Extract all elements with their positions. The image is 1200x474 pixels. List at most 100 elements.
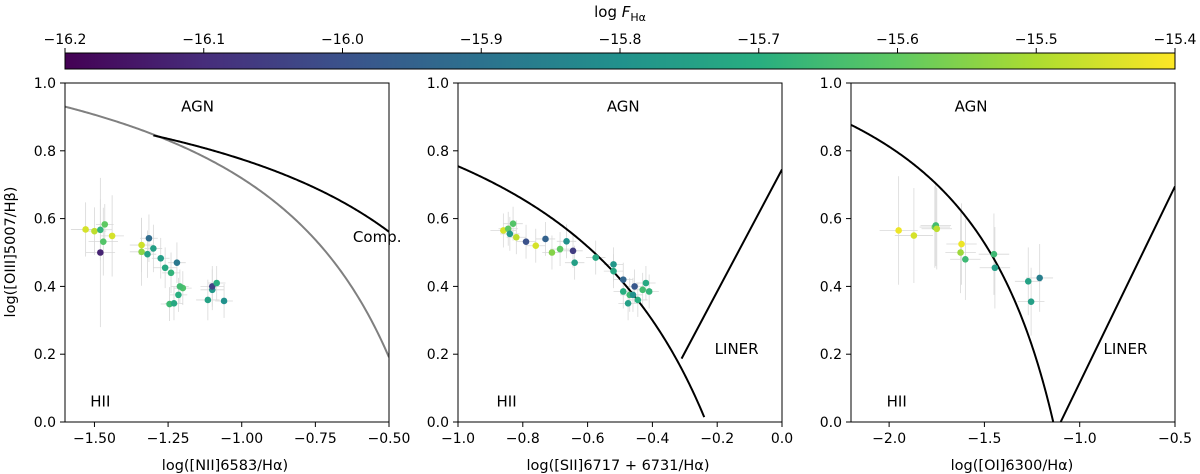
data-point	[895, 227, 902, 234]
data-point	[91, 227, 98, 235]
data-point	[542, 235, 549, 243]
colorbar-tick-label: −15.8	[599, 32, 642, 48]
data-point	[571, 259, 578, 266]
data-point	[157, 254, 165, 262]
data-point	[639, 286, 646, 294]
colorbar-tick-label: −15.6	[876, 32, 919, 48]
colorbar-tick-label: −16.1	[182, 32, 225, 48]
y-tick-label: 0.0	[427, 415, 449, 431]
y-tick-label: 1.0	[34, 76, 56, 92]
y-tick-label: 0.8	[34, 144, 56, 160]
axes-frame	[457, 82, 783, 423]
colorbar-tick-label: −16.0	[321, 32, 364, 48]
colorbar-gradient	[64, 52, 1176, 70]
data-point	[548, 249, 556, 256]
region-label-agn: AGN	[181, 98, 214, 116]
data-point	[990, 250, 998, 258]
region-label-agn: AGN	[955, 98, 988, 116]
data-point	[592, 254, 599, 261]
x-tick-label: −0.5	[1158, 431, 1192, 447]
demarcation-curve-kewley01	[458, 165, 706, 418]
data-point	[167, 269, 175, 277]
y-tick-label: 0.4	[820, 279, 842, 295]
colorbar-tick-label: −15.4	[1154, 32, 1197, 48]
region-label-agn: AGN	[607, 98, 640, 116]
x-tick-label: −0.2	[700, 431, 734, 447]
x-tick-label: −1.25	[147, 431, 190, 447]
x-tick-label: −1.00	[220, 431, 263, 447]
x-tick-label: −0.50	[368, 431, 411, 447]
x-tick-label: −1.50	[73, 431, 116, 447]
data-point	[933, 225, 941, 233]
axes-frame	[850, 82, 1176, 423]
x-tick-label: −1.5	[967, 431, 1001, 447]
region-label-hii: HII	[497, 393, 517, 411]
data-point	[145, 234, 153, 242]
data-point	[176, 283, 184, 290]
x-tick-label: −0.4	[635, 431, 669, 447]
data-point	[170, 300, 178, 307]
data-point	[99, 238, 107, 245]
data-point	[138, 248, 145, 256]
data-point	[642, 279, 650, 287]
data-point	[1024, 278, 1032, 285]
y-tick-label: 0.4	[427, 279, 449, 295]
demarcation-curve-kauffmann03	[65, 105, 389, 358]
colorbar-tick-label: −15.7	[737, 32, 780, 48]
x-tick-label: −0.8	[506, 431, 540, 447]
region-label-liner: LINER	[715, 340, 759, 358]
demarcation-line-seyfert-liner	[680, 168, 782, 360]
data-point	[82, 226, 89, 233]
sii-bpt-panel: AGN LINER HII −1.0 −0.8 −0.6 −0.4 −0.2 0.0 0.0 0.2…	[427, 76, 793, 447]
y-tick-label: 0.8	[427, 144, 449, 160]
data-point	[509, 220, 517, 227]
data-point	[532, 242, 540, 250]
y-tick-label: 0.0	[820, 415, 842, 431]
y-tick-label: 0.6	[820, 212, 842, 228]
y-tick-label: 1.0	[427, 76, 449, 92]
xlabel-oi: log([OI]6300/Hα)	[951, 458, 1074, 474]
data-point	[619, 288, 627, 295]
data-point	[610, 261, 617, 268]
xlabel-sii: log([SII]6717 + 6731/Hα)	[526, 458, 709, 474]
data-point	[97, 226, 104, 234]
data-point	[556, 245, 564, 253]
data-point	[504, 225, 512, 233]
data-point	[161, 264, 169, 272]
x-tick-label: 0.0	[771, 431, 793, 447]
data-point	[645, 288, 653, 295]
x-tick-label: −1.0	[441, 431, 475, 447]
x-tick-label: −0.75	[294, 431, 337, 447]
plot-area	[65, 105, 389, 358]
data-point	[962, 255, 969, 263]
region-label-comp: Comp.	[353, 228, 402, 246]
data-point	[957, 249, 964, 256]
demarcation-curve-kewley01	[153, 134, 389, 233]
data-point	[1036, 274, 1043, 282]
nii-bpt-panel: AGN Comp. HII −1.50 −1.25 −1.00 −0.75 −0.50 0.0 0…	[34, 76, 411, 447]
x-tick-label: −2.0	[872, 431, 906, 447]
y-tick-label: 0.6	[34, 212, 56, 228]
data-point	[610, 267, 617, 275]
data-point	[513, 233, 520, 241]
data-point	[204, 296, 212, 304]
demarcation-line-seyfert-liner	[1059, 185, 1175, 422]
data-point	[910, 232, 918, 239]
colorbar-label: log FHα	[594, 3, 646, 24]
y-tick-label: 0.4	[34, 279, 56, 295]
axes-frame	[64, 82, 390, 423]
data-point	[97, 249, 104, 256]
data-point	[175, 291, 182, 299]
y-tick-label: 0.6	[427, 212, 449, 228]
x-tick-label: −0.6	[571, 431, 605, 447]
data-point	[624, 300, 632, 307]
data-point	[144, 250, 151, 258]
colorbar-tick-label: −15.9	[460, 32, 503, 48]
colorbar-ticks: −16.2 −16.1 −16.0 −15.9 −15.8 −15.7 −15.6 −15.5…	[44, 32, 1197, 53]
data-point	[629, 291, 637, 299]
y-tick-label: 0.2	[427, 347, 449, 363]
ylabel: log([OIII]5007/Hβ)	[3, 187, 19, 318]
y-tick-label: 1.0	[820, 76, 842, 92]
data-point	[634, 296, 642, 304]
